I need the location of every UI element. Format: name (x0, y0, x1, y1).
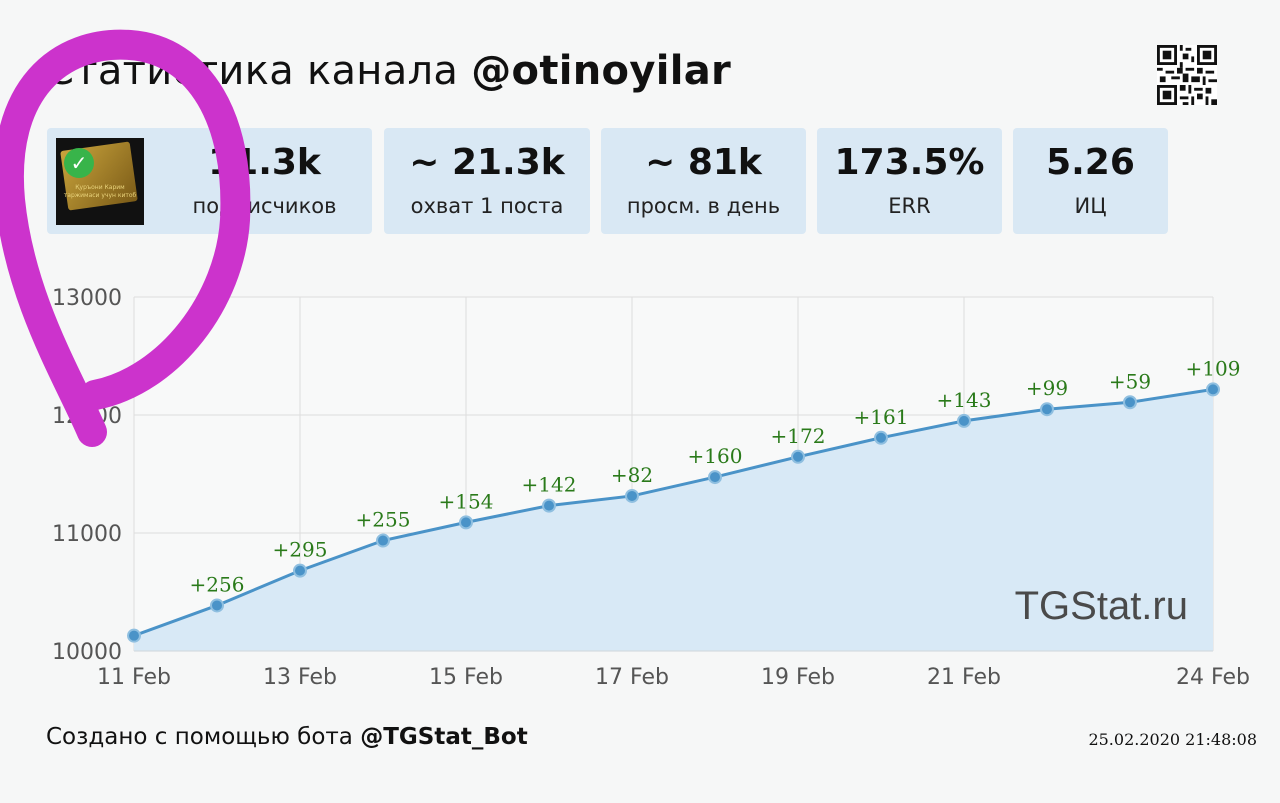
stat-value: ~ 81k (645, 142, 762, 183)
footer-prefix: Создано с помощью бота (46, 724, 361, 750)
x-tick-label: 21 Feb (927, 665, 1001, 690)
x-tick-label: 17 Feb (595, 665, 669, 690)
stat-card-err: 173.5% ERR (817, 128, 1002, 234)
timestamp: 25.02.2020 21:48:08 (1088, 730, 1257, 749)
x-tick-label: 19 Feb (761, 665, 835, 690)
x-tick-label: 24 Feb (1176, 665, 1250, 690)
gain-label: +82 (611, 463, 653, 487)
channel-name[interactable]: @otinoyilar (471, 48, 732, 94)
gain-label: +161 (854, 405, 909, 429)
stat-value: 173.5% (834, 142, 985, 183)
data-point (1040, 402, 1054, 417)
gain-label: +256 (190, 572, 245, 596)
data-point (542, 498, 556, 513)
data-point (874, 430, 888, 445)
y-tick-label: 13000 (52, 286, 122, 311)
stat-card-views: ~ 81k просм. в день (601, 128, 806, 234)
data-point (293, 563, 307, 578)
footer-credit: Создано с помощью бота @TGStat_Bot (46, 724, 528, 750)
gain-label: +59 (1109, 369, 1151, 393)
gain-label: +142 (522, 473, 577, 497)
qr-code-icon (1157, 45, 1217, 105)
gain-label: +143 (937, 388, 992, 412)
stat-label: охват 1 поста (410, 194, 564, 218)
data-point (791, 449, 805, 464)
gain-label: +109 (1186, 356, 1241, 380)
subscribers-chart: 10000 11000 12000 13000 11 Feb 13 Feb 15 Feb 17… (52, 286, 1250, 690)
watermark: TGStat.ru (1015, 584, 1188, 628)
bot-link[interactable]: @TGStat_Bot (360, 724, 528, 750)
y-tick-label: 12000 (52, 404, 122, 429)
data-point (376, 533, 390, 548)
data-point (127, 628, 141, 643)
gain-label: +172 (771, 424, 826, 448)
data-point (459, 515, 473, 530)
x-tick-label: 15 Feb (429, 665, 503, 690)
x-tick-label: 11 Feb (97, 665, 171, 690)
data-point (625, 488, 639, 503)
stat-label: просм. в день (626, 194, 781, 218)
stat-label: ERR (888, 194, 931, 218)
data-point (210, 598, 224, 613)
stat-card-reach: ~ 21.3k охват 1 поста (384, 128, 590, 234)
data-point (1206, 382, 1220, 397)
stat-value: ~ 21.3k (409, 142, 565, 183)
gain-label: +160 (688, 444, 743, 468)
y-tick-label: 10000 (52, 640, 122, 665)
data-point (957, 413, 971, 428)
data-point (1123, 395, 1137, 410)
gain-label: +295 (273, 538, 328, 562)
gain-label: +154 (439, 489, 494, 513)
stat-card-index: 5.26 ИЦ (1013, 128, 1168, 234)
series-line (133, 387, 1214, 638)
gain-label: +255 (356, 508, 411, 532)
stat-value: 5.26 (1046, 142, 1135, 183)
data-point (708, 470, 722, 485)
x-tick-label: 13 Feb (263, 665, 337, 690)
stat-label: ИЦ (1074, 194, 1107, 218)
series-area (134, 389, 1213, 651)
gain-label: +99 (1026, 376, 1068, 400)
y-tick-label: 11000 (52, 522, 122, 547)
